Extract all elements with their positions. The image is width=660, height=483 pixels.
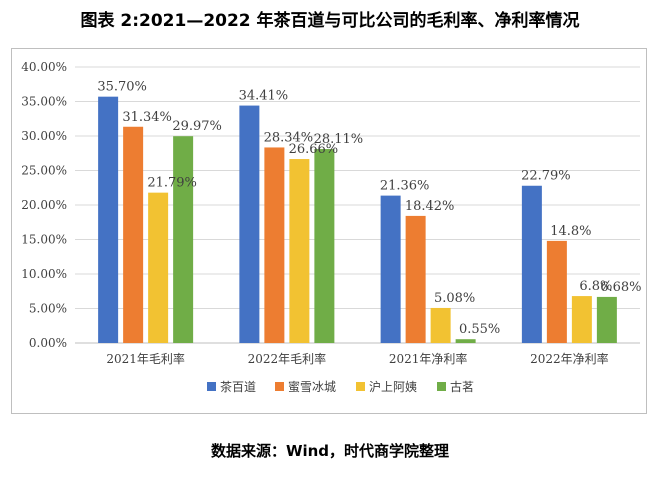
chart-frame — [11, 48, 647, 414]
data-label: 29.97% — [172, 119, 222, 134]
x-tick-label: 2021年净利率 — [389, 351, 468, 366]
legend-label: 古茗 — [450, 379, 474, 394]
bar — [123, 126, 144, 343]
bar — [405, 215, 426, 343]
bar — [173, 136, 194, 343]
y-axis: 0.00% 5.00% 10.00% 15.00% 20.00% 25.00% 30.00%… — [21, 60, 67, 350]
bar — [455, 339, 476, 343]
bars — [98, 96, 617, 343]
data-label: 22.79% — [521, 169, 571, 184]
bar — [596, 296, 617, 343]
y-tick-label: 20.00% — [21, 198, 67, 212]
bar — [571, 296, 592, 343]
legend-swatch — [275, 382, 284, 391]
chart-title: 图表 2:2021—2022 年茶百道与可比公司的毛利率、净利率情况 — [80, 11, 580, 31]
data-label: 34.41% — [239, 89, 289, 104]
data-label: 35.70% — [97, 80, 147, 95]
grid-lines — [75, 66, 640, 344]
bar — [98, 96, 119, 343]
data-label: 6.8% — [579, 279, 612, 294]
legend: 茶百道 蜜雪冰城 沪上阿姨 古茗 — [207, 379, 474, 394]
bar — [264, 147, 285, 343]
y-tick-label: 25.00% — [21, 164, 67, 178]
bar — [521, 185, 542, 343]
data-label: 18.42% — [405, 199, 455, 214]
data-labels: 35.70% 31.34% 21.79% 29.97% 34.41% 28.34%26.6… — [97, 80, 641, 338]
x-axis: 2021年毛利率 2022年毛利率 2021年净利率 2022年净利率 — [106, 351, 608, 366]
y-tick-label: 15.00% — [21, 233, 67, 247]
bar — [314, 149, 335, 343]
x-tick-label: 2021年毛利率 — [106, 351, 185, 366]
data-label: 28.11% — [314, 132, 364, 147]
data-label: 14.8% — [550, 224, 591, 239]
y-tick-label: 40.00% — [21, 60, 67, 74]
bar — [430, 307, 451, 343]
legend-label: 沪上阿姨 — [369, 380, 417, 394]
data-label: 21.79% — [147, 176, 197, 191]
data-label: 26.66% — [289, 142, 339, 157]
data-label: 31.34% — [122, 110, 172, 125]
legend-swatch — [207, 382, 216, 391]
legend-label: 蜜雪冰城 — [288, 379, 336, 394]
bar — [289, 159, 310, 343]
y-tick-label: 35.00% — [21, 95, 67, 109]
bar — [239, 105, 260, 343]
y-tick-label: 0.00% — [29, 336, 67, 350]
y-tick-label: 10.00% — [21, 267, 67, 281]
data-label: 28.34% — [264, 130, 314, 145]
data-label: 6.68% — [600, 280, 641, 295]
bar — [148, 192, 169, 343]
data-label: 21.36% — [380, 179, 430, 194]
legend-swatch — [356, 382, 365, 391]
x-tick-label: 2022年净利率 — [530, 351, 609, 366]
y-tick-label: 5.00% — [29, 302, 67, 316]
legend-swatch — [437, 382, 446, 391]
data-label: 5.08% — [434, 291, 475, 306]
x-tick-label: 2022年毛利率 — [248, 351, 327, 366]
bar — [546, 240, 567, 343]
legend-label: 茶百道 — [220, 379, 256, 394]
source-note: 数据来源：Wind，时代商学院整理 — [210, 442, 450, 460]
data-label: 0.55% — [459, 322, 500, 337]
bar — [380, 195, 401, 343]
y-tick-label: 30.00% — [21, 129, 67, 143]
